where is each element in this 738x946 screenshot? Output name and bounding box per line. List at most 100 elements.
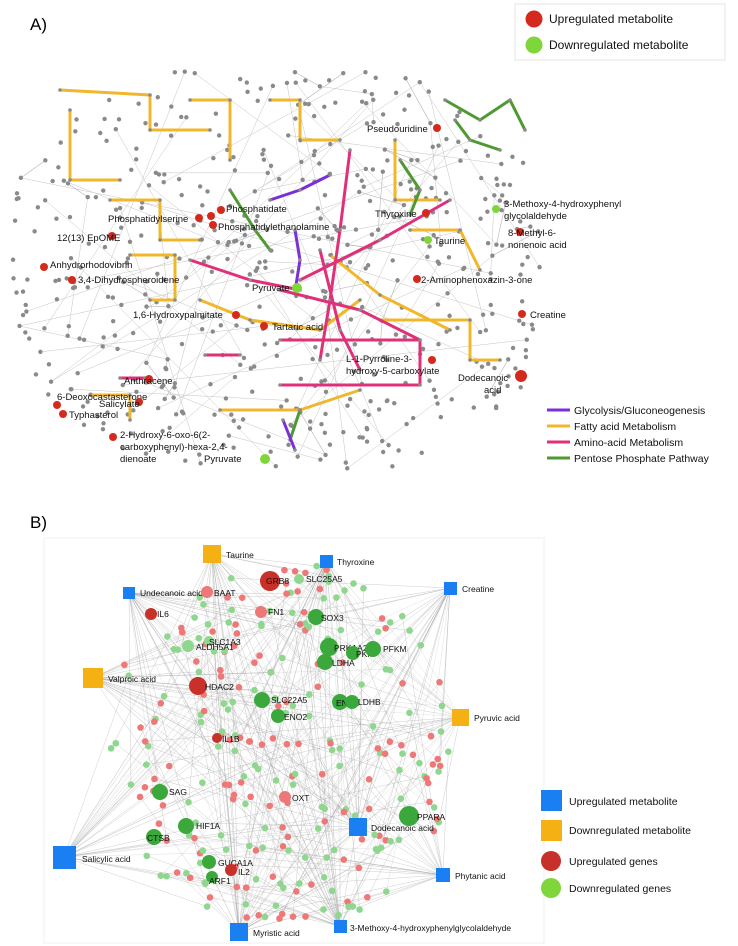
pathway-node	[523, 128, 527, 132]
gene-node-minor	[328, 887, 336, 895]
pathway-node	[378, 293, 382, 297]
gene-edge	[211, 553, 379, 749]
network-node	[348, 317, 354, 322]
network-node	[317, 161, 322, 166]
gene-node	[146, 829, 162, 845]
pathway-node	[458, 228, 462, 232]
network-node	[380, 112, 386, 117]
network-node	[268, 163, 274, 168]
gene-edge	[211, 553, 246, 804]
network-node	[302, 101, 308, 106]
gene-node	[178, 818, 194, 834]
gene-node-minor	[437, 728, 445, 735]
legend-up-metabolite: Upregulated metabolite	[549, 12, 673, 26]
gene-edge	[324, 560, 327, 809]
network-node	[144, 304, 149, 309]
gene-node-minor	[295, 740, 302, 748]
gene-node-minor	[196, 593, 204, 601]
panel-b-legend: Upregulated metabolite Downregulated met…	[541, 790, 691, 898]
network-node	[415, 157, 420, 163]
gene-label: CTSB	[147, 833, 170, 843]
gene-edge	[92, 677, 283, 828]
gene-node-minor	[282, 580, 290, 587]
gene-edge	[323, 716, 461, 910]
network-node	[53, 278, 58, 284]
network-node	[517, 318, 522, 323]
metabolite-dot	[260, 322, 268, 330]
network-edge	[19, 231, 460, 327]
pathway-node	[393, 198, 397, 202]
gene-edge	[211, 553, 277, 781]
network-node	[176, 176, 182, 182]
network-edge	[300, 412, 326, 456]
network-node	[14, 191, 20, 196]
gene-edge	[63, 581, 329, 858]
upregulated-genes-swatch	[541, 851, 561, 871]
pathway-node	[418, 383, 422, 387]
gene-edge	[128, 592, 195, 618]
network-edge	[45, 200, 241, 366]
gene-node	[206, 871, 218, 883]
pathway-node	[148, 298, 152, 302]
gene-edge	[163, 553, 213, 697]
gene-node-minor	[399, 750, 406, 757]
network-node	[153, 170, 159, 176]
gene-edge	[430, 587, 451, 737]
network-node	[461, 266, 466, 272]
gene-edge	[375, 587, 451, 850]
gene-node	[254, 692, 270, 708]
network-node	[530, 327, 536, 332]
gene-node-minor	[351, 812, 359, 820]
gene-node-minor	[195, 634, 203, 642]
gene-edge	[239, 560, 327, 738]
network-node	[274, 340, 280, 346]
pathway-node	[203, 353, 207, 357]
network-node	[250, 389, 255, 394]
network-edge	[297, 160, 412, 410]
network-edge	[145, 382, 326, 456]
pathway-node	[188, 98, 192, 102]
gene-edge	[198, 638, 341, 927]
network-node	[478, 216, 483, 221]
gene-node-minor	[225, 619, 233, 626]
network-node	[483, 196, 488, 202]
gene-edge	[292, 612, 341, 927]
gene-edge	[200, 862, 444, 876]
gene-node-minor	[438, 702, 446, 710]
pathway-edge	[318, 149, 352, 361]
network-node	[179, 192, 184, 198]
network-node	[252, 189, 258, 194]
gene-edge	[207, 716, 461, 907]
network-node	[284, 80, 290, 86]
pathway-node	[158, 238, 162, 242]
gene-node	[294, 574, 304, 584]
gene-node-minor	[243, 914, 250, 921]
pathway-edge	[270, 98, 340, 142]
network-node	[16, 196, 21, 201]
network-edge	[185, 103, 367, 278]
network-node	[499, 243, 505, 248]
network-node	[168, 133, 174, 138]
metabolite-label: Creatine	[462, 584, 494, 594]
gene-node-minor	[231, 731, 239, 739]
network-node	[255, 98, 260, 104]
network-node	[120, 445, 126, 451]
metabolite-label: Creatine	[530, 310, 566, 321]
gene-edge	[377, 850, 444, 876]
gene-node-minor	[200, 707, 208, 715]
network-node	[520, 160, 526, 166]
network-node	[492, 193, 497, 198]
gene-node-minor	[356, 906, 363, 913]
pathway-node	[393, 138, 397, 142]
network-node	[43, 158, 48, 163]
network-node	[492, 365, 497, 371]
network-node	[155, 271, 160, 277]
network-node	[234, 323, 239, 328]
network-edge	[324, 297, 348, 469]
network-node	[392, 401, 397, 406]
gene-edge	[128, 592, 293, 777]
gene-node-minor	[276, 915, 283, 922]
network-edge	[228, 435, 321, 460]
gene-node	[204, 636, 214, 646]
gene-node-minor	[365, 805, 373, 813]
